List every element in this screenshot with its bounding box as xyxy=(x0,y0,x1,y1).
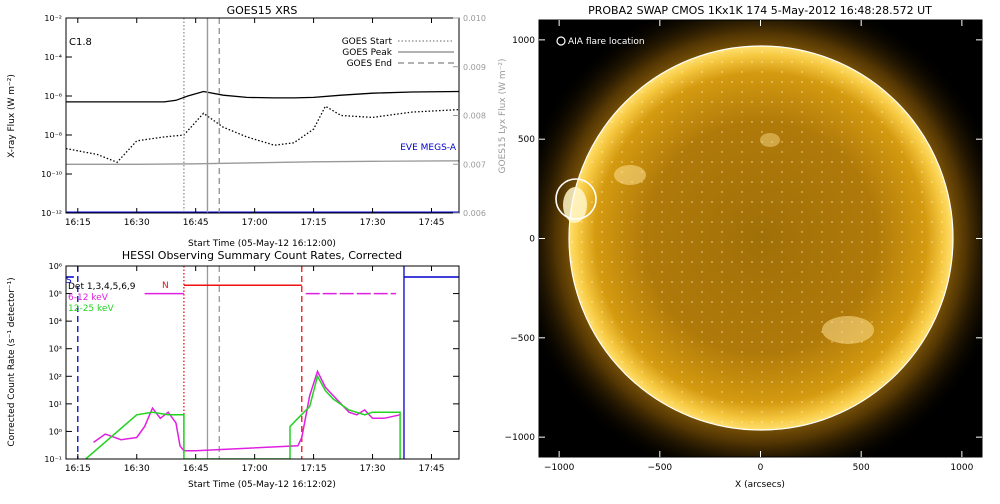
swap-axes: −1000 −500 0 500 1000 1000 500 0 −500 −1000 xyxy=(505,20,982,473)
swap-title: PROBA2 SWAP CMOS 1Kx1K 174 5-May-2012 16… xyxy=(588,4,932,17)
swap-flare-label: AIA flare location xyxy=(568,37,645,47)
goes-class-label: C1.8 xyxy=(69,37,92,48)
hessi-y-tick-label: 10² xyxy=(49,372,62,381)
goes-x-tick-label: 17:45 xyxy=(419,218,445,228)
hessi-series-line-0 xyxy=(93,369,401,452)
hessi-legend-det: Det 1,3,4,5,6,9 xyxy=(68,282,136,292)
goes-title: GOES15 XRS xyxy=(227,4,298,17)
goes-x-tick-label: 17:00 xyxy=(242,218,268,228)
goes-y-tick-label: 10⁻⁸ xyxy=(44,131,62,140)
goes-x-tick-label: 16:45 xyxy=(183,218,209,228)
goes-x-tick-label: 16:15 xyxy=(65,218,91,228)
swap-xlabel: X (arcsecs) xyxy=(735,480,785,490)
goes-series-line-1 xyxy=(66,105,459,164)
hessi-y-tick-label: 10¹ xyxy=(49,400,62,409)
goes-y-tick-label: 10⁻⁶ xyxy=(44,92,62,101)
swap-limb-circle xyxy=(568,45,954,431)
hessi-legend-12-25: 12-25 keV xyxy=(68,304,114,314)
hessi-legend-6-12: 6-12 keV xyxy=(68,293,109,303)
goes-plot-area xyxy=(66,18,459,213)
hessi-axes-frame xyxy=(65,265,460,460)
goes-y-tick-label: 10⁻¹⁰ xyxy=(41,170,62,179)
goes-legend-end-label: GOES End xyxy=(347,59,392,69)
hessi-x-tick-label: 17:45 xyxy=(419,464,445,474)
goes-y-right-tick-label: 0.010 xyxy=(463,14,486,23)
goes-y-tick-label: 10⁻⁴ xyxy=(44,53,62,62)
goes-eve-label: EVE MEGS-A xyxy=(400,143,457,153)
hessi-x-tick-label: 17:15 xyxy=(301,464,327,474)
goes-y-right-tick-label: 0.009 xyxy=(463,63,486,72)
hessi-marker-n: N xyxy=(162,281,169,291)
hessi-xlabel: Start Time (05-May-12 16:12:02) xyxy=(188,480,336,490)
goes-series-line-2 xyxy=(66,160,459,165)
swap-x-tick-label: 1000 xyxy=(950,463,973,473)
hessi-x-tick-label: 17:30 xyxy=(360,464,386,474)
goes-x-tick-label: 16:30 xyxy=(124,218,150,228)
swap-active-region xyxy=(760,133,780,147)
swap-flare-legend-icon xyxy=(556,36,566,46)
goes-y-right-tick-label: 0.008 xyxy=(463,112,486,121)
swap-y-tick-label: −1000 xyxy=(505,433,536,443)
hessi-y-tick-label: 10⁵ xyxy=(49,290,62,299)
hessi-y-tick-label: 10⁶ xyxy=(49,262,62,271)
swap-flare-location-circle xyxy=(555,178,597,220)
hessi-y-tick-label: 10⁴ xyxy=(49,317,62,326)
swap-x-tick-label: −1000 xyxy=(544,463,575,473)
goes-axes-frame xyxy=(65,17,460,214)
hessi-series-line-1 xyxy=(85,374,401,459)
hessi-ylabel: Corrected Count Rate (s⁻¹ detector⁻¹) xyxy=(7,277,17,446)
goes-xlabel: Start Time (05-May-12 16:12:00) xyxy=(188,239,336,249)
swap-y-tick-label: 500 xyxy=(518,135,535,145)
swap-heliographic-grid xyxy=(569,46,953,430)
swap-y-tick-label: −500 xyxy=(510,334,535,344)
swap-x-tick-label: 0 xyxy=(758,463,764,473)
hessi-y-tick-label: 10⁰ xyxy=(49,427,62,436)
hessi-plot-area xyxy=(66,266,459,459)
hessi-x-tick-label: 16:30 xyxy=(124,464,150,474)
goes-y-tick-label: 10⁻² xyxy=(44,14,62,23)
goes-y-tick-label: 10⁻¹² xyxy=(41,209,62,218)
hessi-axes: 16:15 16:30 16:45 17:00 17:15 17:30 17:45 10⁶ 10… xyxy=(44,262,459,474)
swap-x-tick-label: −500 xyxy=(647,463,672,473)
goes-y-right-tick-label: 0.007 xyxy=(463,160,486,169)
swap-y-tick-label: 1000 xyxy=(512,36,535,46)
swap-active-region xyxy=(822,316,874,344)
swap-x-tick-label: 500 xyxy=(853,463,870,473)
hessi-y-tick-label: 10⁻¹ xyxy=(44,455,62,464)
goes-legend-peak-label: GOES Peak xyxy=(342,48,392,58)
goes-x-tick-label: 17:15 xyxy=(301,218,327,228)
hessi-marker-s: S xyxy=(66,276,72,286)
hessi-legend: Det 1,3,4,5,6,9 6-12 keV 12-25 keV xyxy=(68,282,136,314)
goes-legend: GOES Start GOES Peak GOES End xyxy=(342,37,454,69)
hessi-y-tick-label: 10³ xyxy=(49,345,62,354)
goes-ylabel-right: GOES15 Lyx Flux (W m⁻²) xyxy=(498,59,508,174)
goes-x-tick-label: 17:30 xyxy=(360,218,386,228)
goes-series-line-0 xyxy=(66,90,459,103)
goes-y-right-tick-label: 0.006 xyxy=(463,209,486,218)
swap-image xyxy=(539,20,982,457)
hessi-x-tick-label: 16:15 xyxy=(65,464,91,474)
swap-active-region xyxy=(614,165,646,185)
swap-flare-bright-region xyxy=(563,187,587,223)
hessi-x-tick-label: 17:00 xyxy=(242,464,268,474)
goes-axes: 16:15 16:30 16:45 17:00 17:15 17:30 17:45 10⁻² 1… xyxy=(41,14,486,228)
goes-ylabel: X-ray Flux (W m⁻²) xyxy=(7,74,17,158)
swap-y-tick-label: 0 xyxy=(529,235,535,245)
hessi-x-tick-label: 16:45 xyxy=(183,464,209,474)
goes-legend-start-label: GOES Start xyxy=(342,37,393,47)
hessi-title: HESSI Observing Summary Count Rates, Cor… xyxy=(122,249,402,262)
